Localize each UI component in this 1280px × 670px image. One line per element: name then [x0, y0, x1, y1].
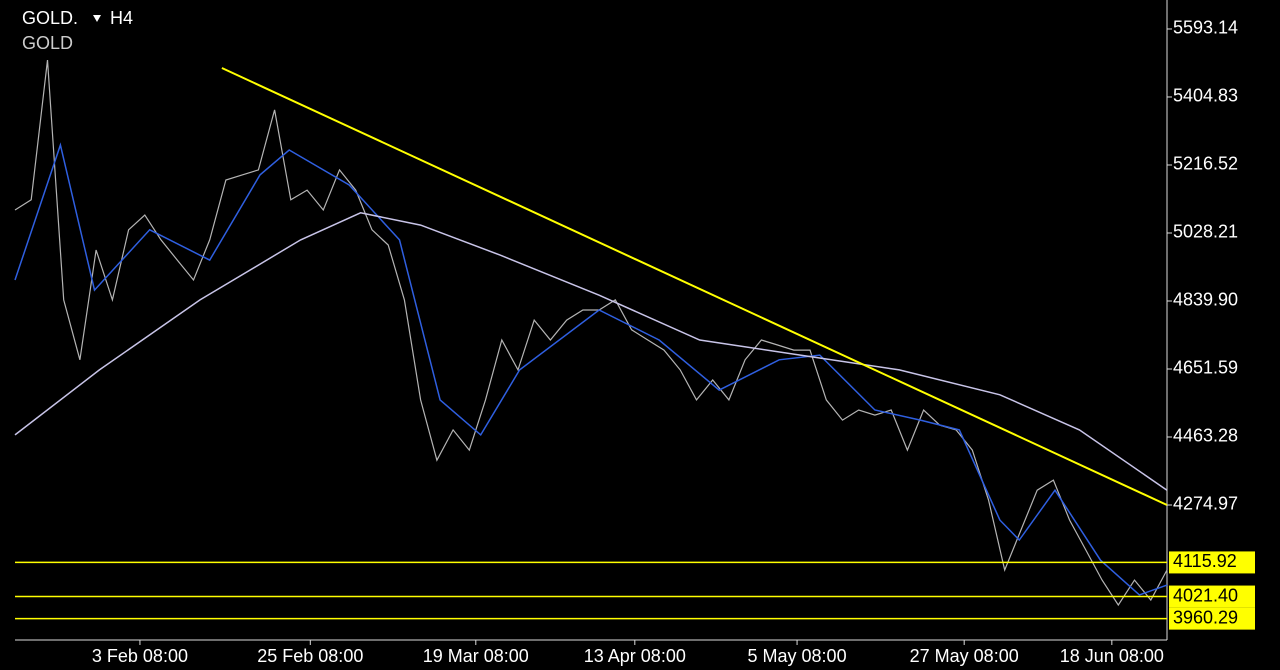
- y-tick-label: 4274.97: [1173, 494, 1238, 514]
- x-tick-label: 19 Mar 08:00: [423, 646, 529, 666]
- y-tick-label: 5404.83: [1173, 86, 1238, 106]
- x-tick-label: 5 May 08:00: [748, 646, 847, 666]
- x-tick-label: 18 Jun 08:00: [1060, 646, 1164, 666]
- y-tick-label: 5593.14: [1173, 18, 1238, 38]
- level-label-box: [1169, 551, 1255, 574]
- moving-average: [14, 212, 1168, 491]
- price-line: [14, 60, 1168, 607]
- level-label: 4021.40: [1173, 585, 1238, 605]
- description: GOLD: [22, 33, 73, 53]
- y-tick-label: 5216.52: [1173, 154, 1238, 174]
- y-tick-label: 4651.59: [1173, 358, 1238, 378]
- x-tick-label: 25 Feb 08:00: [257, 646, 363, 666]
- x-tick-label: 3 Feb 08:00: [92, 646, 188, 666]
- y-tick-label: 5028.21: [1173, 222, 1238, 242]
- y-tick-label: 4839.90: [1173, 290, 1238, 310]
- symbol: GOLD.: [22, 8, 78, 28]
- x-tick-label: 13 Apr 08:00: [584, 646, 686, 666]
- x-tick-label: 27 May 08:00: [910, 646, 1019, 666]
- moving-average: [14, 142, 1168, 596]
- level-label-box: [1169, 585, 1255, 608]
- level-label-box: [1169, 607, 1255, 630]
- dropdown-icon[interactable]: [93, 15, 101, 22]
- timeframe: H4: [110, 8, 133, 28]
- trendline: [221, 67, 1168, 506]
- y-tick-label: 4463.28: [1173, 426, 1238, 446]
- level-label: 3960.29: [1173, 607, 1238, 627]
- level-label: 4115.92: [1173, 551, 1237, 571]
